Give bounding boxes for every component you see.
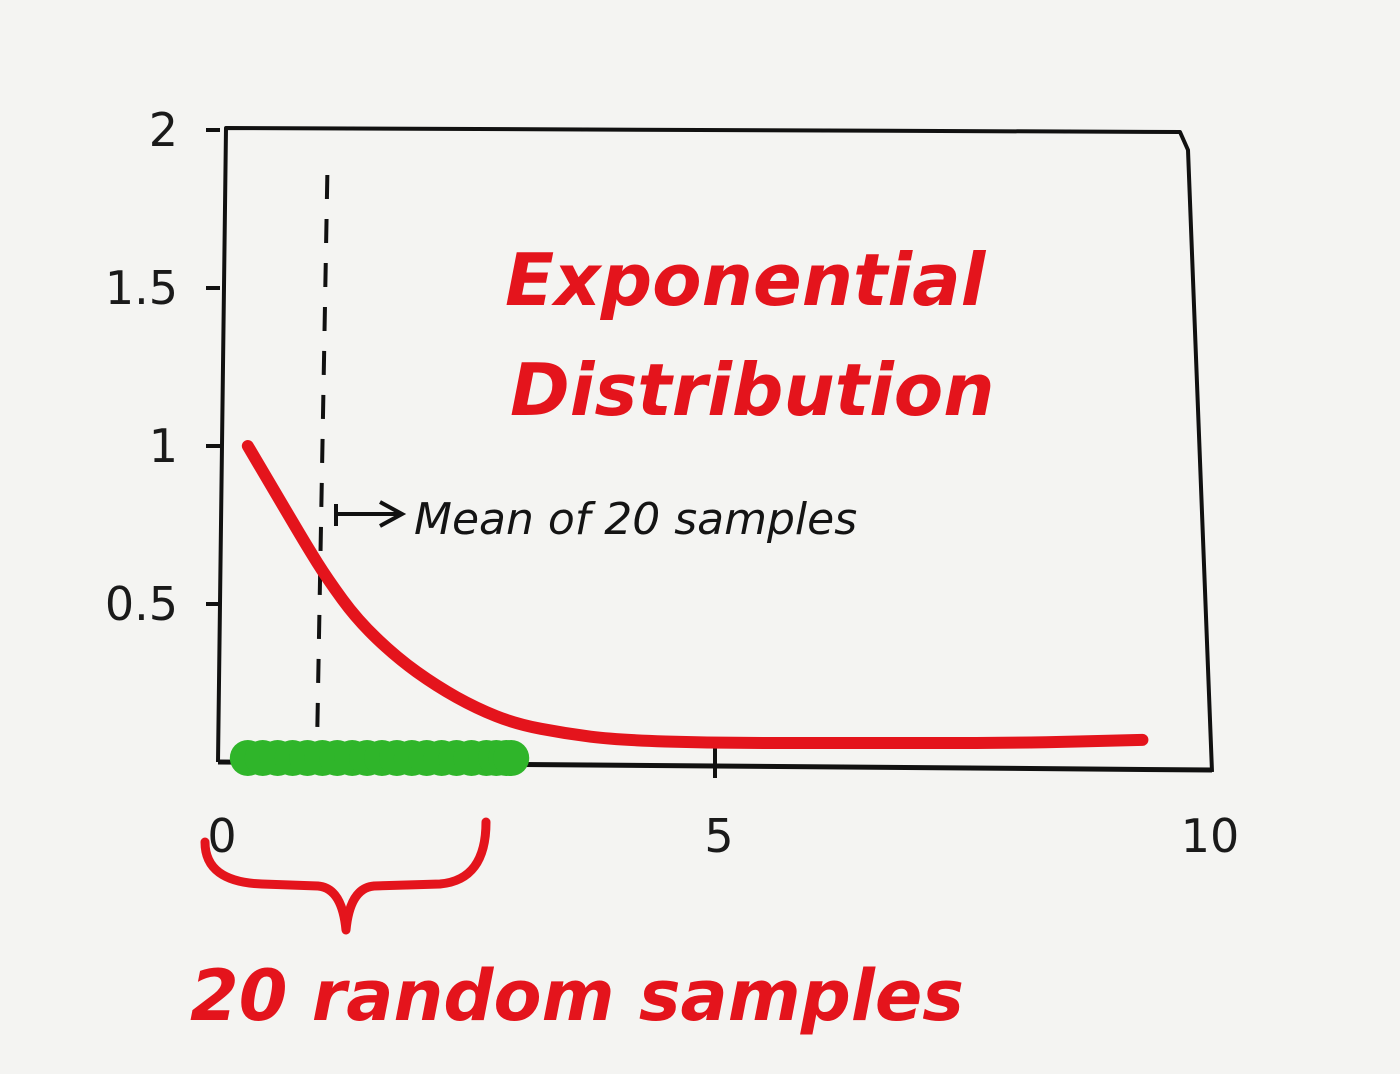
sample-points [229,740,530,776]
mean-arrow [334,500,407,528]
y-tick-label: 2 [149,103,178,157]
chart-title-line-1: Exponential [505,238,987,322]
samples-label: 20 random samples [190,955,964,1037]
chart-title-line-2: Distribution [510,348,995,432]
mean-label: Mean of 20 samples [414,494,857,545]
x-axis: 0 5 10 [207,748,1239,863]
samples-brace [200,817,491,935]
y-axis: 2 1.5 1 0.5 [105,103,220,631]
x-tick-label: 0 [207,809,236,863]
y-tick-label: 1 [149,419,178,473]
plot-frame [216,126,1214,773]
y-tick-label: 0.5 [105,577,178,631]
x-tick-label: 5 [704,809,733,863]
sample-point [493,740,530,776]
exponential-curve [241,440,1149,750]
mean-dashed-line [315,174,330,729]
y-tick-label: 1.5 [105,261,178,315]
x-tick-label: 10 [1181,809,1240,863]
